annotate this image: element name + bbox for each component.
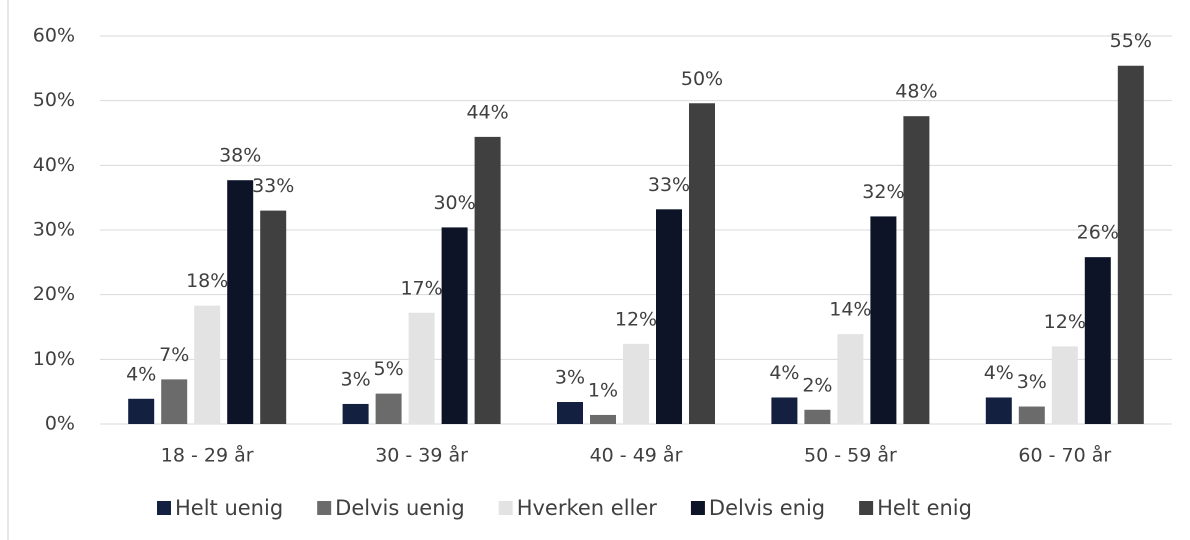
legend-label: Helt uenig [175,496,283,520]
data-label: 4% [126,363,156,385]
x-tick-label: 30 - 39 år [375,444,468,467]
data-label: 32% [862,181,904,203]
data-label: 12% [615,308,657,330]
data-label: 44% [466,101,508,123]
data-label: 14% [829,299,871,321]
data-label: 4% [769,362,799,384]
bar [903,116,930,424]
data-label: 2% [802,374,832,396]
bar [1084,257,1111,424]
bar [260,210,287,424]
legend-label: Helt enig [877,496,972,520]
bar [804,409,831,424]
bar [408,312,435,424]
legend-swatch [690,501,705,515]
data-label: 33% [648,174,690,196]
data-label: 55% [1110,30,1152,52]
legend-label: Hverken eller [517,496,658,520]
bar [128,398,155,424]
data-label: 48% [895,81,937,103]
bar [375,393,402,424]
data-label: 18% [186,270,228,292]
bar [161,379,188,424]
data-label: 3% [341,368,371,390]
bar [441,227,468,424]
data-label: 5% [374,358,404,380]
legend-swatch [859,501,874,515]
bar [342,403,369,424]
y-tick-label: 50% [33,89,75,111]
data-label: 33% [252,175,294,197]
y-tick-label: 60% [33,25,75,47]
bar [1018,406,1045,424]
data-label: 3% [555,367,585,389]
bar [194,305,221,424]
data-label: 12% [1044,311,1086,333]
bar [474,136,501,424]
bar [623,343,649,424]
data-label: 3% [1017,371,1047,393]
bar [557,402,583,424]
x-tick-label: 40 - 49 år [590,444,683,467]
y-tick-label: 0% [45,413,75,435]
legend-swatch [317,501,332,515]
data-label: 17% [400,277,442,299]
legend-label: Delvis uenig [335,496,465,520]
bar [656,209,682,424]
x-tick-label: 50 - 59 år [804,444,897,467]
legend-label: Delvis enig [709,496,825,520]
data-label: 7% [159,344,189,366]
bar [1051,346,1078,424]
y-tick-label: 20% [33,283,75,305]
x-tick-label: 60 - 70 år [1018,444,1111,467]
legend-swatch [157,501,171,515]
data-label: 30% [433,192,475,214]
bar [837,334,864,424]
data-label: 4% [984,362,1014,384]
y-tick-label: 10% [33,348,75,370]
data-label: 1% [588,379,618,401]
x-tick-label: 18 - 29 år [161,444,254,467]
bar [870,216,897,424]
bar [771,397,798,424]
data-label: 26% [1077,222,1119,244]
data-label: 38% [219,145,261,167]
data-label: 50% [681,68,723,90]
bar [590,414,616,424]
bar [689,103,715,425]
bar [1117,65,1144,424]
y-tick-label: 40% [33,154,75,176]
bar [985,397,1012,424]
legend-swatch [498,501,513,515]
y-tick-label: 30% [33,219,75,241]
bar [227,180,254,424]
